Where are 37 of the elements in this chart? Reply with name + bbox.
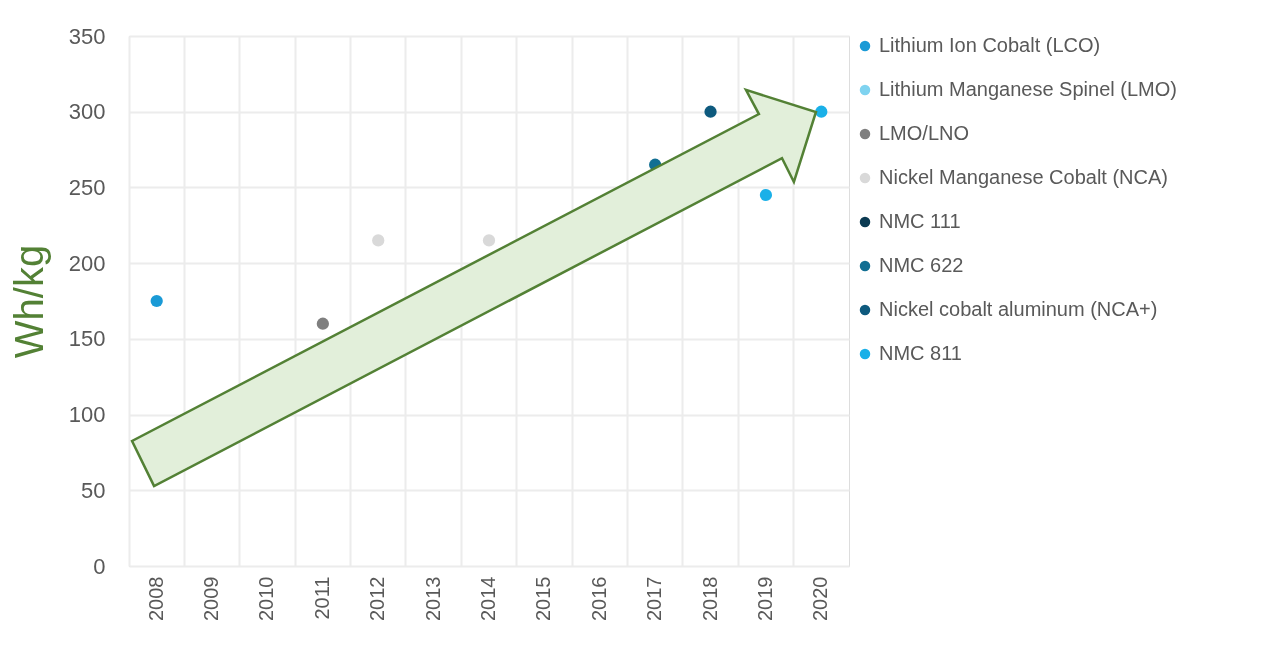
point [316,317,329,330]
legend-label: NMC 811 [879,342,962,364]
x-tick-label: 2016 [587,576,610,621]
x-tick-label: 2020 [809,576,832,621]
legend-label: NMC 111 [879,210,961,232]
x-tick-label: 2014 [477,576,499,621]
x-tick-label: 2017 [643,576,666,621]
legend-label: Lithium Manganese Spinel (LMO) [879,78,1177,100]
x-tick-label: 2011 [310,576,333,620]
y-tick-label: 350 [68,23,106,49]
x-tick-label: 2009 [200,576,223,621]
y-tick-label: 50 [81,477,106,503]
y-axis-title: Wh/kg [6,244,51,359]
point [815,105,828,118]
point [704,105,717,118]
x-tick-label: 2012 [366,576,389,621]
legend-label: Lithium Ion Cobalt (LCO) [879,34,1101,56]
point [150,294,163,308]
legend-label: NMC 622 [879,254,964,276]
y-tick-label: 0 [93,553,106,579]
legend-label: Nickel Manganese Cobalt (NCA) [879,166,1169,188]
x-tick-label: 2015 [532,576,555,621]
point [759,188,773,202]
x-tick-label: 2008 [144,576,167,621]
x-tick-label: 2019 [753,576,776,621]
x-tick-label: 2013 [421,576,444,621]
point [482,234,496,247]
y-tick-label: 150 [68,326,106,352]
x-tick-label: 2010 [255,576,278,621]
y-tick-label: 250 [68,174,106,200]
point [372,234,385,247]
y-tick-label: 200 [68,250,106,276]
legend-label: LMO/LNO [879,122,970,144]
x-tick-label: 2018 [698,576,721,621]
legend-label: Nickel cobalt aluminum (NCA+) [879,298,1158,320]
y-tick-label: 100 [68,402,106,428]
y-tick-label: 300 [68,99,106,125]
